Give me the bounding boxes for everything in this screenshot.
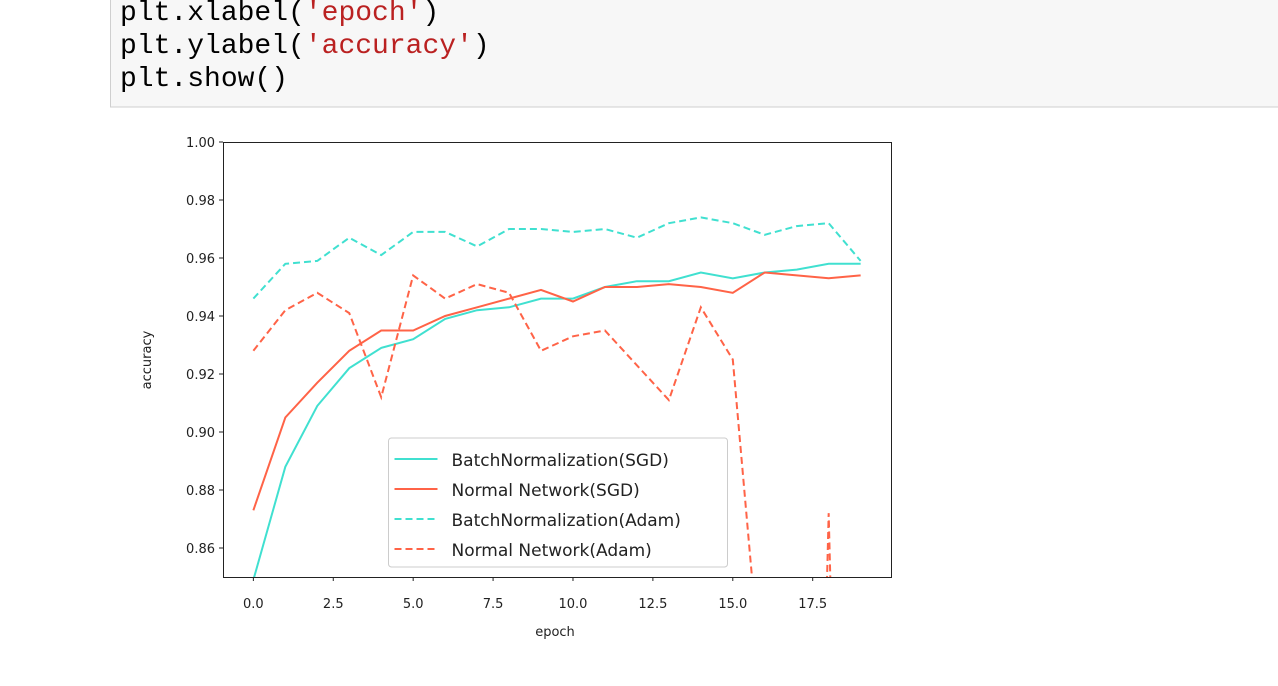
x-tick-label: 12.5 — [638, 597, 667, 612]
code-token: ) — [473, 31, 490, 62]
code-line: plt.ylabel('accuracy') — [120, 31, 490, 62]
x-tick-label: 10.0 — [559, 597, 588, 612]
code-token: plt.xlabel( — [120, 0, 305, 29]
series-line — [252, 216, 862, 300]
legend-label: BatchNormalization(Adam) — [452, 511, 681, 531]
x-tick-label: 0.0 — [243, 597, 264, 612]
y-tick-label: 0.90 — [186, 426, 215, 441]
y-tick-label: 0.92 — [186, 368, 215, 383]
series-line — [252, 271, 861, 511]
legend-label: Normal Network(Adam) — [452, 541, 652, 561]
legend-label: Normal Network(SGD) — [452, 481, 640, 501]
x-tick-label: 15.0 — [718, 597, 747, 612]
y-tick-label: 1.00 — [186, 136, 215, 151]
y-tick-label: 0.86 — [186, 542, 215, 557]
legend-box — [388, 437, 728, 568]
series-line — [253, 262, 861, 577]
x-tick-label: 2.5 — [323, 597, 344, 612]
y-tick-label: 0.88 — [186, 484, 215, 499]
y-tick-label: 0.94 — [186, 310, 215, 325]
code-token: ) — [422, 0, 439, 29]
code-token: plt.ylabel( — [120, 31, 305, 62]
x-tick-label: 7.5 — [483, 597, 504, 612]
y-tick-label: 0.98 — [186, 194, 215, 209]
code-token: 'epoch' — [305, 0, 423, 29]
code-cell — [110, 0, 1278, 108]
x-tick-label: 5.0 — [403, 597, 424, 612]
code-line: plt.xlabel('epoch') — [120, 0, 439, 29]
y-axis-label: accuracy — [140, 330, 155, 389]
series-line — [252, 273, 832, 577]
x-axis-label: epoch — [535, 625, 575, 640]
legend-label: BatchNormalization(SGD) — [452, 451, 669, 471]
x-tick-label: 17.5 — [798, 597, 827, 612]
code-line: plt.show() — [120, 64, 288, 95]
y-tick-label: 0.96 — [186, 252, 215, 267]
code-token: 'accuracy' — [305, 31, 473, 62]
code-token: plt.show() — [120, 64, 288, 95]
